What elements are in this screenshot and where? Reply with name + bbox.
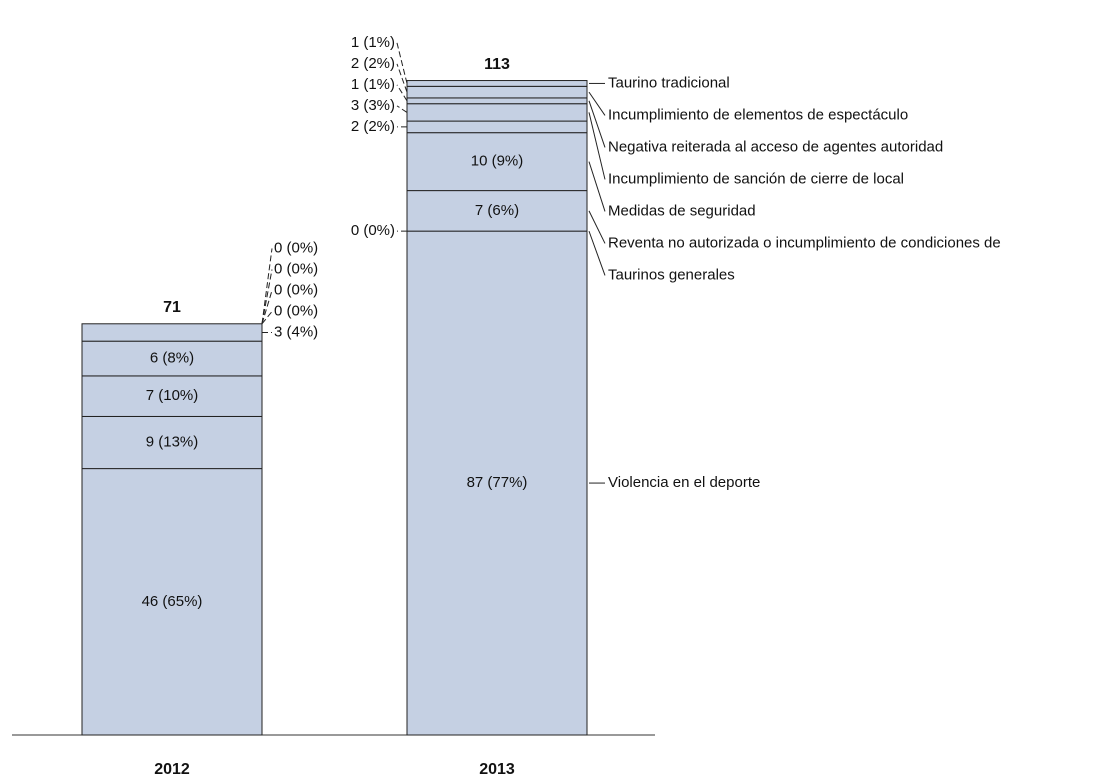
segment-label: 0 (0%) [274, 260, 318, 277]
segment-label: 3 (3%) [351, 97, 395, 114]
bar-segment [81, 323, 263, 342]
segment-label: 6 (8%) [150, 350, 194, 367]
x-tick-label: 2013 [479, 761, 515, 778]
leader-line [396, 42, 408, 84]
leader-line [396, 84, 408, 102]
legend-label: Reventa no autorizada o incumplimiento d… [608, 234, 1001, 251]
legend-label: Taurino tradicional [608, 74, 730, 91]
legend-label: Negativa reiterada al acceso de agentes … [608, 138, 943, 155]
segment-label: 46 (65%) [142, 593, 203, 610]
segment-label: 0 (0%) [274, 281, 318, 298]
bar-segment [81, 340, 263, 377]
segment-label: 0 (0%) [274, 302, 318, 319]
legend-leader [588, 210, 606, 244]
total-label: 113 [484, 56, 510, 73]
legend-label: Incumplimiento de sanción de cierre de l… [608, 170, 904, 187]
leader-line [261, 248, 273, 324]
segment-label: 1 (1%) [351, 76, 395, 93]
total-label: 71 [163, 299, 181, 316]
leader-line [396, 105, 408, 113]
legend-label: Medidas de seguridad [608, 202, 756, 219]
leader-line [261, 290, 273, 324]
bar-segment [406, 132, 588, 192]
segment-label: 10 (9%) [471, 153, 524, 170]
bar-segment [406, 80, 588, 87]
bar-segment [406, 120, 588, 134]
legend-label: Taurinos generales [608, 266, 735, 283]
bar-segment [406, 97, 588, 105]
legend-leader [588, 100, 606, 148]
legend-leader [588, 230, 606, 276]
leader-line [396, 63, 408, 93]
segment-label: 2 (2%) [351, 118, 395, 135]
segment-label: 0 (0%) [274, 239, 318, 256]
segment-label: 87 (77%) [467, 474, 528, 491]
bar-segment [406, 85, 588, 99]
segment-label: 7 (10%) [146, 387, 199, 404]
bar-segment [406, 103, 588, 122]
legend-leader [588, 112, 606, 180]
segment-label: 3 (4%) [274, 323, 318, 340]
segment-label: 2 (2%) [351, 55, 395, 72]
leader-line [261, 311, 273, 325]
bar-segment [81, 468, 263, 736]
bar-segment [81, 415, 263, 470]
segment-label: 9 (13%) [146, 433, 199, 450]
legend-label: Violencia en el deporte [608, 474, 760, 491]
segment-label: 1 (1%) [351, 34, 395, 51]
segment-label: 7 (6%) [475, 202, 519, 219]
segment-label: 0 (0%) [351, 222, 395, 239]
bar-segment [406, 190, 588, 232]
legend-leader [588, 91, 606, 116]
legend-label: Incumplimiento de elementos de espectácu… [608, 106, 908, 123]
legend-leader [588, 161, 606, 212]
bar-segment [406, 230, 588, 736]
x-tick-label: 2012 [154, 761, 190, 778]
